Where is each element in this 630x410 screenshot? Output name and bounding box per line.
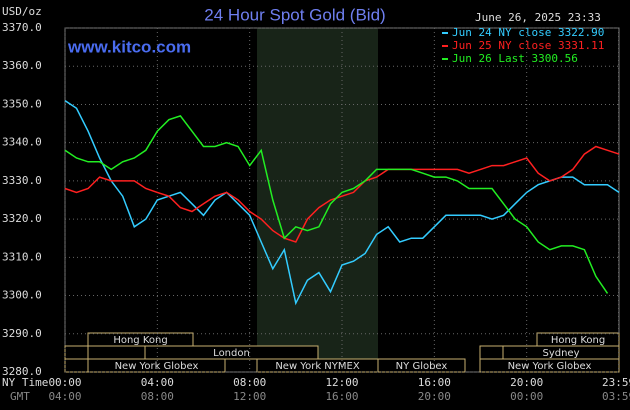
timestamp: June 26, 2025 23:33: [475, 11, 601, 24]
sessions: Hong Kong London New York Globex New York N…: [64, 332, 620, 373]
legend-label: Jun 24 NY close 3322.90: [452, 26, 604, 39]
session-box: [87, 358, 226, 373]
x2-axis-label: GMT: [10, 390, 30, 403]
y-tick-label: 3300.0: [2, 289, 42, 302]
site-label: www.kitco.com: [67, 37, 191, 56]
session-label: Hong Kong: [551, 335, 605, 346]
price-line: [64, 99, 620, 306]
session-label: NY Globex: [396, 361, 448, 372]
x2-tick-label: 08:00: [141, 390, 174, 403]
y-tick-label: 3340.0: [2, 136, 42, 149]
x2-tick-label: 04:00: [48, 390, 81, 403]
session-label: London: [213, 348, 250, 359]
x-tick-label: 20:00: [510, 376, 543, 389]
price-line: [64, 115, 609, 294]
session-box: [64, 358, 89, 373]
unit-label: USD/oz: [2, 5, 42, 18]
x-tick-label: 08:00: [233, 376, 266, 389]
y-tick-label: 3350.0: [2, 97, 42, 110]
x2-tick-label: 20:00: [418, 390, 451, 403]
x-tick-label: 23:59: [602, 376, 630, 389]
y-tick-label: 3280.0: [2, 365, 42, 378]
session-box: [144, 345, 319, 360]
session-label: Sydney: [542, 348, 579, 359]
x-tick-label: 16:00: [418, 376, 451, 389]
session-label: New York NYMEX: [275, 361, 360, 372]
x2-tick-label: 16:00: [325, 390, 358, 403]
price-line: [64, 145, 620, 243]
y-tick-label: 3330.0: [2, 174, 42, 187]
x-axis-label: NY Time: [2, 376, 48, 389]
x2-tick-label: 12:00: [233, 390, 266, 403]
session-label: Hong Kong: [113, 335, 167, 346]
session-label: New York Globex: [508, 361, 592, 372]
x-tick-label: 04:00: [141, 376, 174, 389]
x2-tick-label: 03:59: [602, 390, 630, 403]
session-label: New York Globex: [115, 361, 199, 372]
y-tick-label: 3290.0: [2, 327, 42, 340]
y-tick-label: 3370.0: [2, 21, 42, 34]
trading-hours-shade: [257, 28, 378, 372]
legend-label: Jun 26 Last 3300.56: [452, 52, 578, 65]
x-tick-label: 12:00: [325, 376, 358, 389]
x2-tick-label: 00:00: [510, 390, 543, 403]
session-box: [479, 345, 504, 360]
y-tick-label: 3320.0: [2, 212, 42, 225]
x-tick-label: 00:00: [48, 376, 81, 389]
session-box: [64, 345, 89, 360]
chart-title: 24 Hour Spot Gold (Bid): [204, 5, 385, 24]
y-tick-label: 3360.0: [2, 59, 42, 72]
session-box: [87, 332, 194, 347]
legend-label: Jun 25 NY close 3331.11: [452, 39, 604, 52]
y-tick-label: 3310.0: [2, 250, 42, 263]
